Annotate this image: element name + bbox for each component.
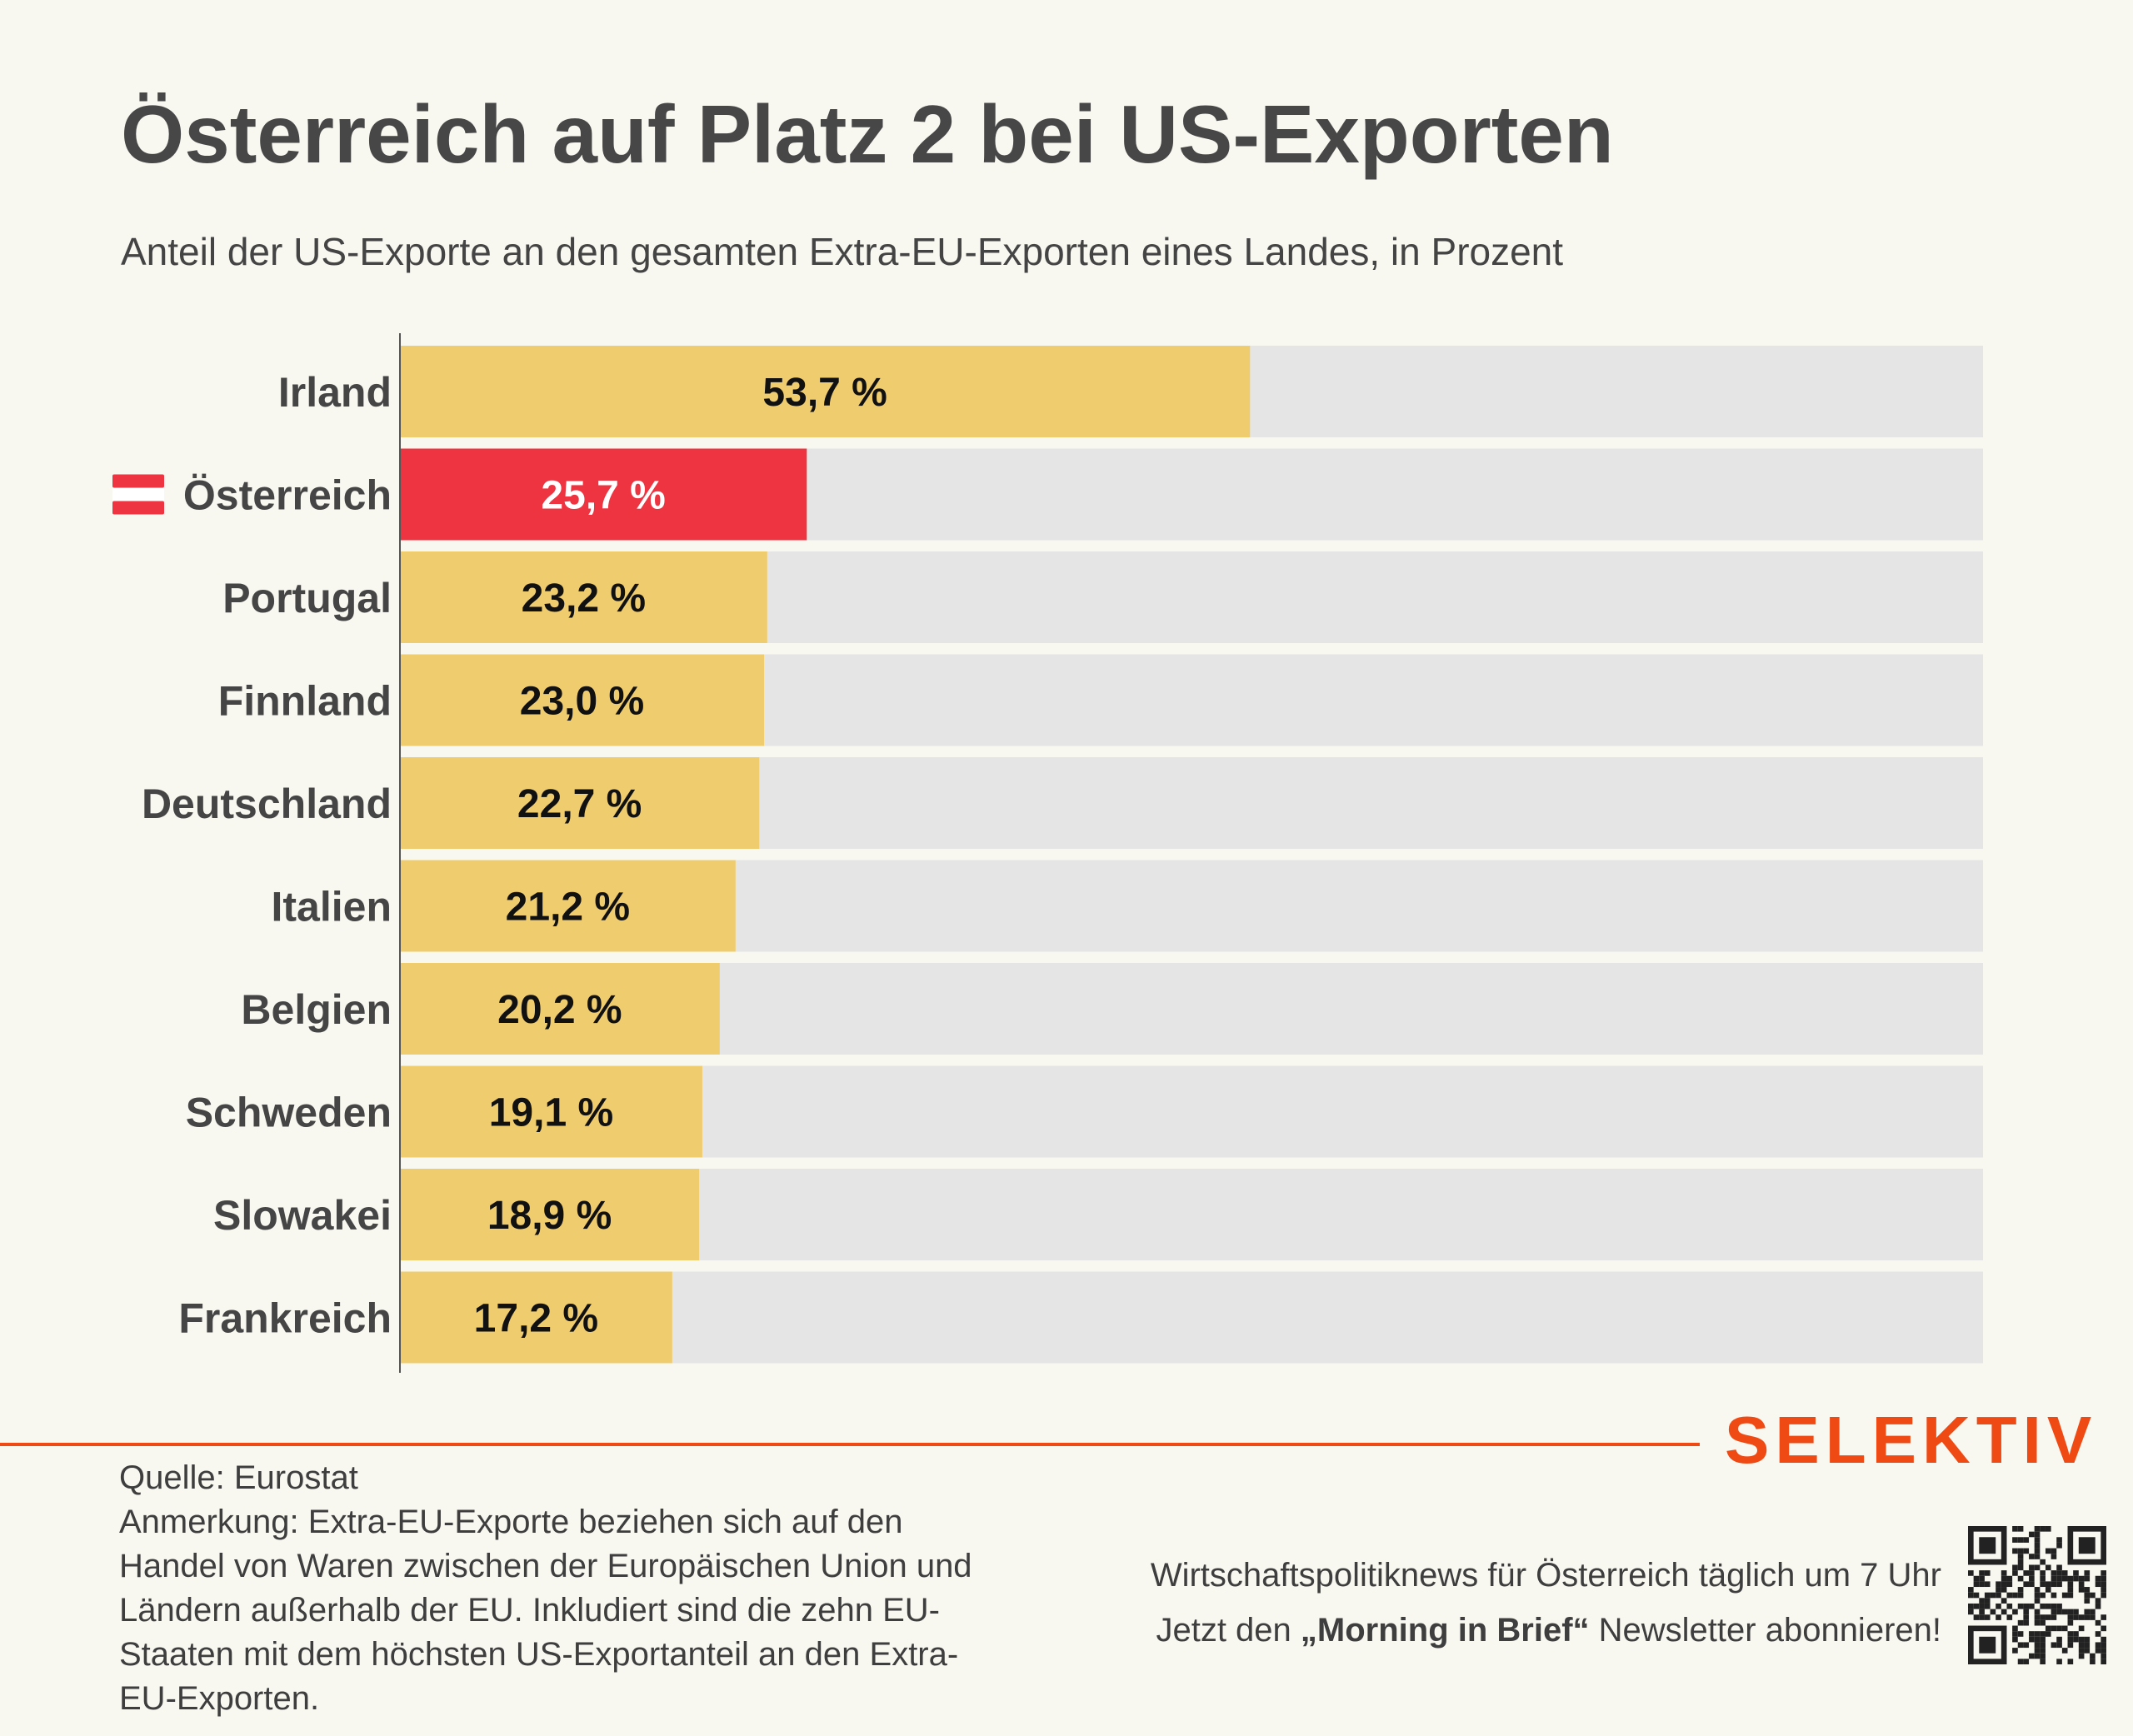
bar [400,1065,702,1158]
category-label: Irland [278,369,392,416]
promo-line-2: Jetzt den „Morning in Brief“ Newsletter … [1151,1603,1941,1658]
bar-value-label: 18,9 % [487,1194,612,1238]
flag-stripe-red [112,474,164,488]
category-label: Deutschland [142,781,392,827]
flag-stripe-white [112,487,164,501]
category-label: Frankreich [178,1295,392,1342]
category-label: Portugal [222,575,392,621]
bar-value-label: 23,2 % [522,576,646,621]
bar-value-label: 20,2 % [497,988,622,1032]
bar [400,860,736,952]
bar [400,654,764,746]
bar [400,448,807,541]
bar [400,757,760,849]
qr-code-icon[interactable] [1968,1526,2106,1664]
austria-flag-icon [112,474,164,515]
bar-value-label: 21,2 % [506,885,630,930]
brand-logo: SELEKTIV [1725,1403,2098,1477]
bar-value-label: 22,7 % [517,782,642,826]
promo-line-2-post: Newsletter abonnieren! [1589,1612,1941,1649]
bar-chart: 53,7 % Irland 25,7 % Österreich 23,2 % Portug… [112,333,1983,1373]
category-label: Finnland [218,678,392,725]
bar-value-label: 19,1 % [489,1091,613,1135]
bar-value-label: 17,2 % [474,1297,598,1341]
bar-value-label: 23,0 % [520,680,644,724]
category-label: Slowakei [213,1192,392,1239]
footer-divider [0,1443,1700,1446]
newsletter-name: „Morning in Brief“ [1300,1612,1590,1649]
category-label: Belgien [241,986,392,1033]
bar-value-label: 25,7 % [541,474,665,518]
footer-notes: Quelle: Eurostat Anmerkung: Extra-EU-Exp… [119,1456,994,1721]
chart-subtitle: Anteil der US-Exporte an den gesamten Ex… [121,230,1564,273]
bar [400,1271,672,1364]
source-text: Quelle: Eurostat [119,1459,358,1496]
bar [400,1169,700,1260]
promo-line-2-pre: Jetzt den [1156,1612,1301,1649]
bar-value-label: 53,7 % [762,371,887,415]
page-title: Österreich auf Platz 2 bei US-Exporten [121,88,1614,180]
flag-stripe-red [112,501,164,515]
category-label: Schweden [186,1090,392,1136]
category-label: Österreich [183,472,392,519]
bar [400,963,720,1055]
category-label: Italien [272,884,392,930]
note-text: Anmerkung: Extra-EU-Exporte beziehen sic… [119,1504,972,1717]
bar [400,346,1251,437]
bar [400,551,767,643]
newsletter-promo[interactable]: Wirtschaftspolitiknews für Österreich tä… [1151,1548,1941,1658]
promo-line-1: Wirtschaftspolitiknews für Österreich tä… [1150,1557,1941,1594]
